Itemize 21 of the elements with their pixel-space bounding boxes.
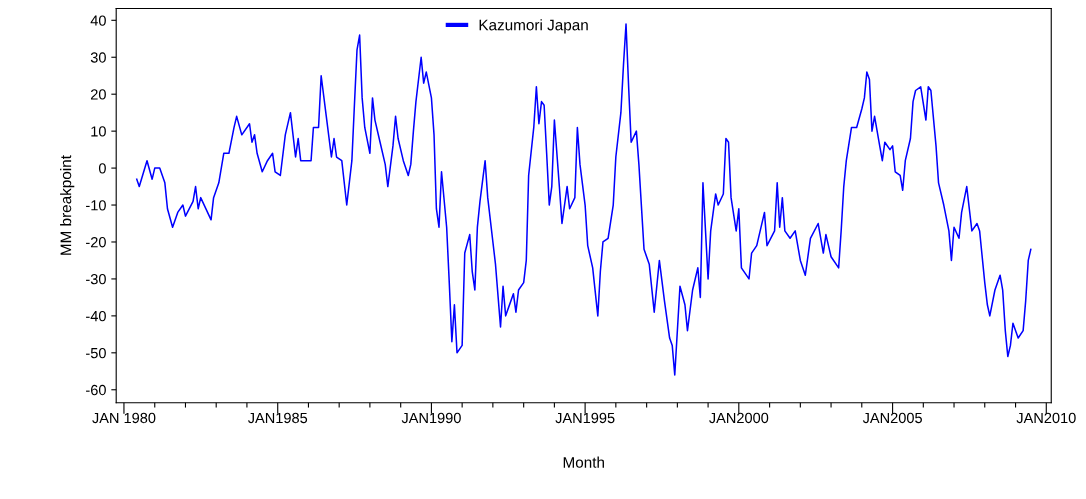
x-tick-label: JAN1995 (555, 412, 615, 424)
y-tick-label: -30 (86, 274, 106, 285)
x-tick-label: JAN2010 (1016, 412, 1076, 424)
y-tick-label: -60 (86, 384, 106, 396)
y-tick-label: 40 (90, 15, 106, 26)
x-axis-title: Month (563, 456, 604, 468)
y-tick-label: -20 (86, 237, 106, 248)
x-tick-label: JAN1990 (401, 412, 461, 424)
x-tick-label: JAN2005 (862, 412, 922, 424)
x-tick-label: JAN 1980 (92, 412, 156, 424)
y-tick-label: -50 (86, 347, 106, 359)
y-tick-label: -10 (86, 200, 106, 211)
y-tick-label: 30 (90, 52, 106, 63)
x-tick-label: JAN2000 (709, 412, 769, 424)
y-tick-label: -40 (86, 310, 106, 322)
y-axis-title: MM breakpoint (60, 155, 75, 255)
y-tick-label: 10 (91, 126, 106, 137)
y-tick-label: 20 (90, 89, 106, 100)
legend-label: Kazumori Japan (479, 19, 588, 34)
y-tick-label: 0 (98, 163, 106, 174)
x-tick-label: JAN1985 (247, 412, 308, 424)
